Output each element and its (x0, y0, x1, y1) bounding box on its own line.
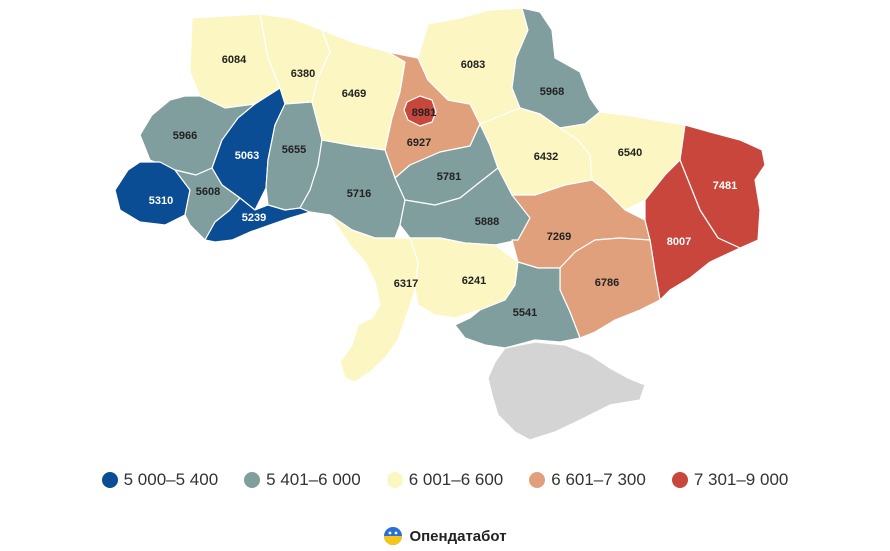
value-label-mykolaiv: 6241 (462, 275, 486, 287)
brand-name: Опендатабот (409, 527, 507, 545)
value-label-ivano-frankivsk: 5608 (196, 186, 220, 198)
value-label-vinnytsia: 5716 (347, 188, 371, 200)
value-label-donetsk: 8007 (667, 236, 691, 248)
legend-swatch-3 (386, 472, 403, 488)
region-odesa[interactable] (329, 214, 419, 383)
value-label-kherson: 5541 (513, 307, 537, 319)
value-label-zaporizhzhia: 6786 (595, 277, 619, 289)
region-zakarpattia[interactable] (114, 161, 191, 226)
value-label-kyiv-oblast: 6927 (407, 137, 431, 149)
legend-label-3: 6 001–6 600 (408, 470, 504, 489)
region-kherson[interactable] (454, 261, 581, 349)
value-label-dnipropetrovsk: 7269 (547, 231, 571, 243)
value-label-lviv: 5966 (173, 130, 197, 142)
legend-label-4: 6 601–7 300 (551, 470, 646, 489)
value-label-cherkasy: 5781 (437, 171, 461, 183)
brand-footer: Опендатабот (0, 526, 890, 546)
value-label-zakarpattia: 5310 (149, 195, 173, 207)
legend-swatch-2 (244, 472, 261, 488)
legend-label-1: 5 000–5 400 (123, 470, 219, 489)
legend-swatch-4 (529, 472, 546, 488)
value-label-rivne: 6380 (291, 68, 315, 80)
legend-label-5: 7 301–9 000 (693, 470, 789, 489)
value-label-kyiv-city: 8981 (412, 107, 436, 119)
legend-swatch-1 (101, 472, 118, 488)
value-label-zhytomyr: 6469 (342, 88, 366, 100)
value-label-kirovohrad: 5888 (475, 216, 499, 228)
value-label-ternopil: 5063 (235, 150, 259, 162)
value-label-volyn: 6084 (222, 54, 247, 66)
value-label-luhansk: 7481 (713, 180, 737, 192)
value-label-chernivtsi: 5239 (242, 212, 266, 224)
legend-item-1: 5 000–5 400 (101, 470, 219, 490)
value-label-kharkiv: 6540 (618, 147, 642, 159)
region-crimea (487, 341, 646, 441)
value-label-khmelnytskyi: 5655 (282, 144, 306, 156)
legend-item-4: 6 601–7 300 (529, 470, 646, 490)
value-label-odesa: 6317 (394, 278, 418, 290)
legend-swatch-5 (671, 472, 688, 488)
value-label-sumy: 5968 (540, 86, 564, 98)
legend-label-2: 5 401–6 000 (266, 470, 361, 489)
value-label-chernihiv: 6083 (461, 59, 485, 71)
legend-item-5: 7 301–9 000 (671, 470, 789, 490)
region-chernivtsi[interactable] (204, 197, 311, 243)
opendatabot-logo-icon (384, 527, 403, 545)
legend-item-2: 5 401–6 000 (244, 470, 361, 490)
map-legend: 5 000–5 400 5 401–6 000 6 001–6 600 6 60… (0, 470, 890, 490)
legend-item-3: 6 001–6 600 (386, 470, 504, 490)
value-label-poltava: 6432 (534, 151, 558, 163)
region-kyiv-city[interactable] (403, 95, 437, 127)
